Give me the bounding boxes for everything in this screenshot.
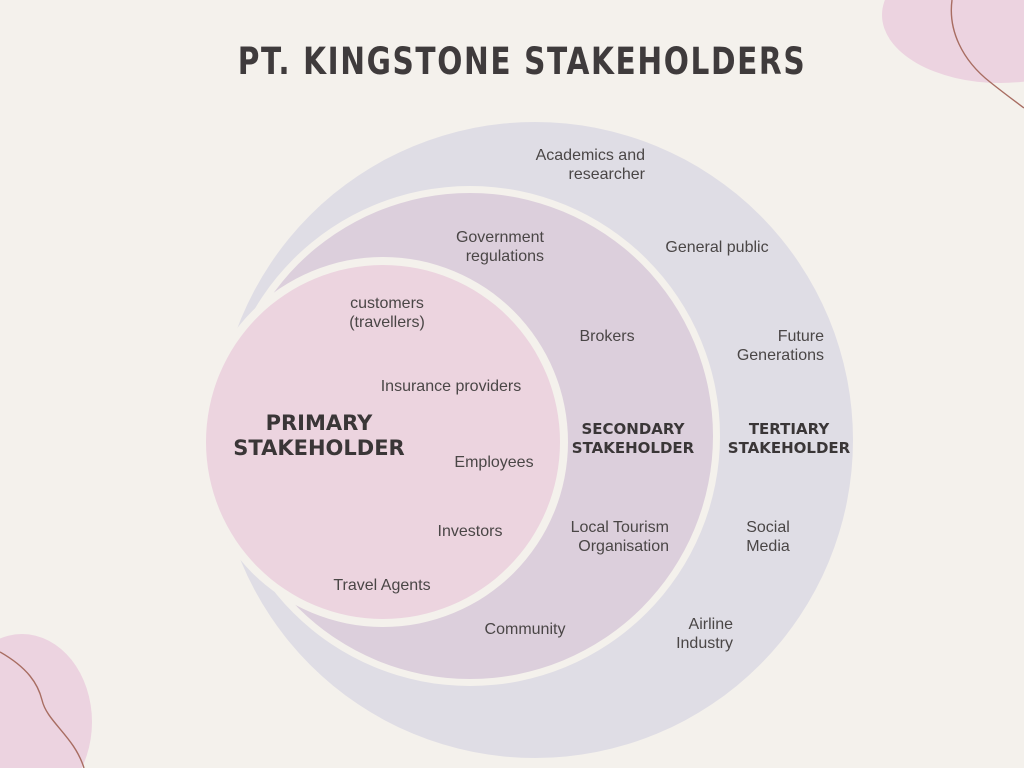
future-line1: Future [777,328,824,345]
social-line1: Social [746,519,790,536]
local-tourism-line2: Organisation [578,538,669,555]
top-right-blob [882,0,1024,83]
airline-line2: Industry [676,635,733,652]
airline-line1: Airline [688,616,733,633]
item-customers: customers (travellers) [322,294,452,332]
item-airline-industry: Airline Industry [653,615,733,653]
item-brokers: Brokers [579,328,635,345]
customers-line1: customers [350,295,424,312]
tertiary-tier-label: TERTIARY STAKEHOLDER [719,420,859,458]
item-travel-agents: Travel Agents [333,577,431,594]
item-local-tourism-organisation: Local Tourism Organisation [549,518,669,556]
bottom-left-line [0,651,85,768]
primary-label-line1: PRIMARY [265,411,373,435]
government-line2: regulations [465,248,544,265]
item-employees: Employees [454,454,534,471]
primary-label-line2: STAKEHOLDER [233,436,405,460]
government-line1: Government [455,229,544,246]
primary-tier-label: PRIMARY STAKEHOLDER [224,411,414,461]
item-insurance-providers: Insurance providers [380,378,522,395]
secondary-label-line1: SECONDARY [581,420,685,438]
primary-circle [206,265,560,619]
academics-line2: researcher [568,166,645,183]
tertiary-label-line2: STAKEHOLDER [727,439,851,457]
item-investors: Investors [437,523,503,540]
item-community: Community [484,621,566,638]
top-right-line [950,0,1024,109]
item-social-media: Social Media [733,518,803,556]
secondary-tier-label: SECONDARY STAKEHOLDER [563,420,703,458]
future-line2: Generations [736,347,824,364]
item-government-regulations: Government regulations [424,228,544,266]
tertiary-label-line1: TERTIARY [748,420,830,438]
academics-line1: Academics and [535,147,645,164]
customers-line2: (travellers) [349,314,425,331]
local-tourism-line1: Local Tourism [570,519,669,536]
item-academics-researcher: Academics and researcher [505,146,645,184]
item-general-public: General public [665,239,769,256]
item-future-generations: Future Generations [714,327,824,365]
secondary-label-line2: STAKEHOLDER [571,439,695,457]
social-line2: Media [746,538,790,555]
page-title: PT. KINGSTONE STAKEHOLDERS [237,40,807,83]
bottom-left-blob [0,634,92,768]
